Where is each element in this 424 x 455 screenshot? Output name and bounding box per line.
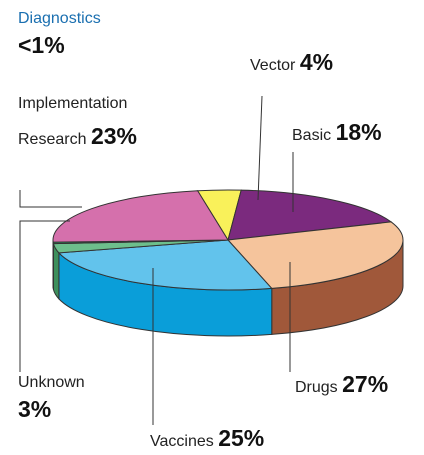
value-label: 25% (218, 425, 265, 451)
category-label: Vector (250, 57, 296, 74)
leader-line (19, 220, 70, 372)
leader-lines (19, 95, 294, 425)
label: Basic 18% (292, 118, 382, 150)
category-label: Vaccines (150, 433, 214, 450)
value-label: <1% (18, 32, 65, 58)
pie-slice (226, 221, 404, 289)
pie (52, 189, 404, 337)
leader-line (257, 95, 263, 201)
pie-slice (57, 239, 273, 291)
label: Vector 4% (250, 48, 333, 80)
category-label: Implementation Research (18, 95, 128, 148)
label: Diagnostics <1% (18, 6, 101, 58)
category-label: Drugs (295, 379, 338, 396)
category-label: Unknown (18, 374, 85, 391)
label: Implementation Research 23% (18, 88, 188, 156)
label: Unknown 3% (18, 370, 85, 422)
label: Drugs 27% (295, 370, 388, 402)
value-label: 18% (335, 119, 382, 145)
category-label: Basic (292, 127, 332, 144)
label: Vaccines 25% (150, 424, 264, 455)
pie-slice (227, 189, 393, 241)
pie-slice (52, 190, 229, 243)
value-label: 27% (342, 371, 389, 397)
value-label: 4% (299, 49, 334, 75)
value-label: 23% (90, 123, 137, 149)
value-label: 3% (18, 396, 52, 422)
leader-line (19, 190, 82, 208)
category-label: Diagnostics (18, 10, 101, 27)
